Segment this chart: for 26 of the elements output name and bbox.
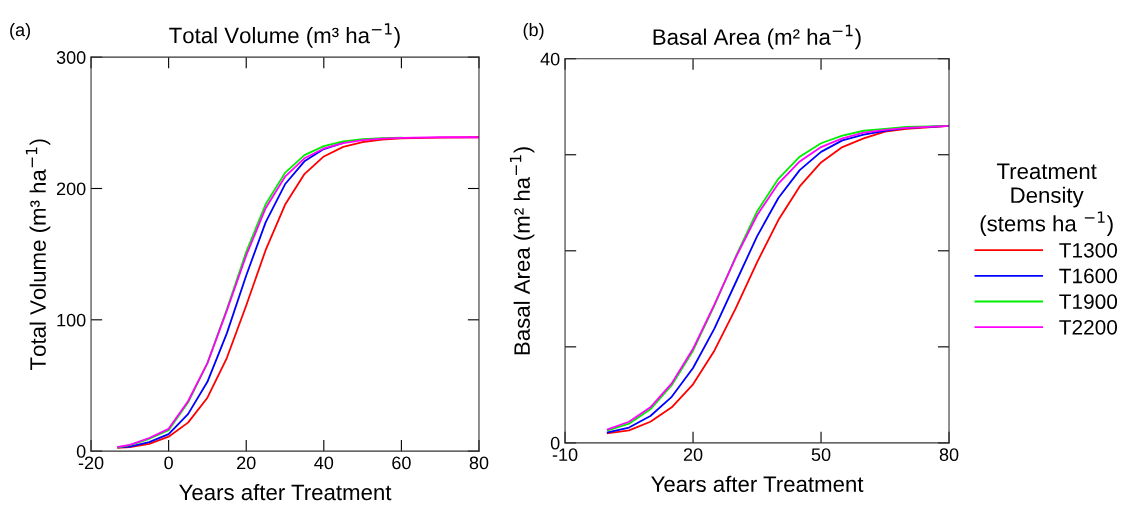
- x-tick-label: -20: [78, 456, 104, 470]
- x-axis-title: Years after Treatment: [179, 483, 392, 501]
- chart-title: Total Volume (m³ ha$^{−1}$): [169, 23, 400, 48]
- legend-label: T2200: [1059, 319, 1118, 335]
- x-tick-label: -10: [552, 448, 578, 462]
- text: (b): [523, 22, 544, 40]
- legend-title: Treatment Density (stems ha $^{−1}$): [980, 163, 1113, 236]
- y-axis-title: Total Volume (m³ ha$^{−1}$): [25, 139, 51, 370]
- x-tick-label: 20: [683, 448, 703, 462]
- x-tick-label: 60: [392, 456, 411, 470]
- chart-title: Basal Area (m² ha$^{−1}$): [653, 24, 861, 50]
- legend-label: T1600: [1059, 268, 1118, 284]
- x-tick-label: 20: [237, 456, 256, 470]
- x-tick-label: 40: [314, 456, 334, 470]
- x-tick-label: 50: [811, 448, 831, 462]
- legend-label: T1900: [1059, 294, 1118, 310]
- x-tick-label: 80: [469, 456, 489, 470]
- x-tick-label: 0: [164, 456, 173, 470]
- y-axis-title: Basal Area (m² ha$^{−1}$): [509, 147, 535, 355]
- x-tick-label: 80: [939, 448, 959, 462]
- y-tick-label: 100: [57, 313, 86, 327]
- legend-label: T1300: [1059, 242, 1118, 258]
- y-tick-label: 300: [56, 51, 86, 64]
- y-tick-label: 200: [56, 182, 86, 196]
- text: (a): [10, 22, 30, 40]
- x-axis-title: Years after Treatment: [651, 475, 864, 493]
